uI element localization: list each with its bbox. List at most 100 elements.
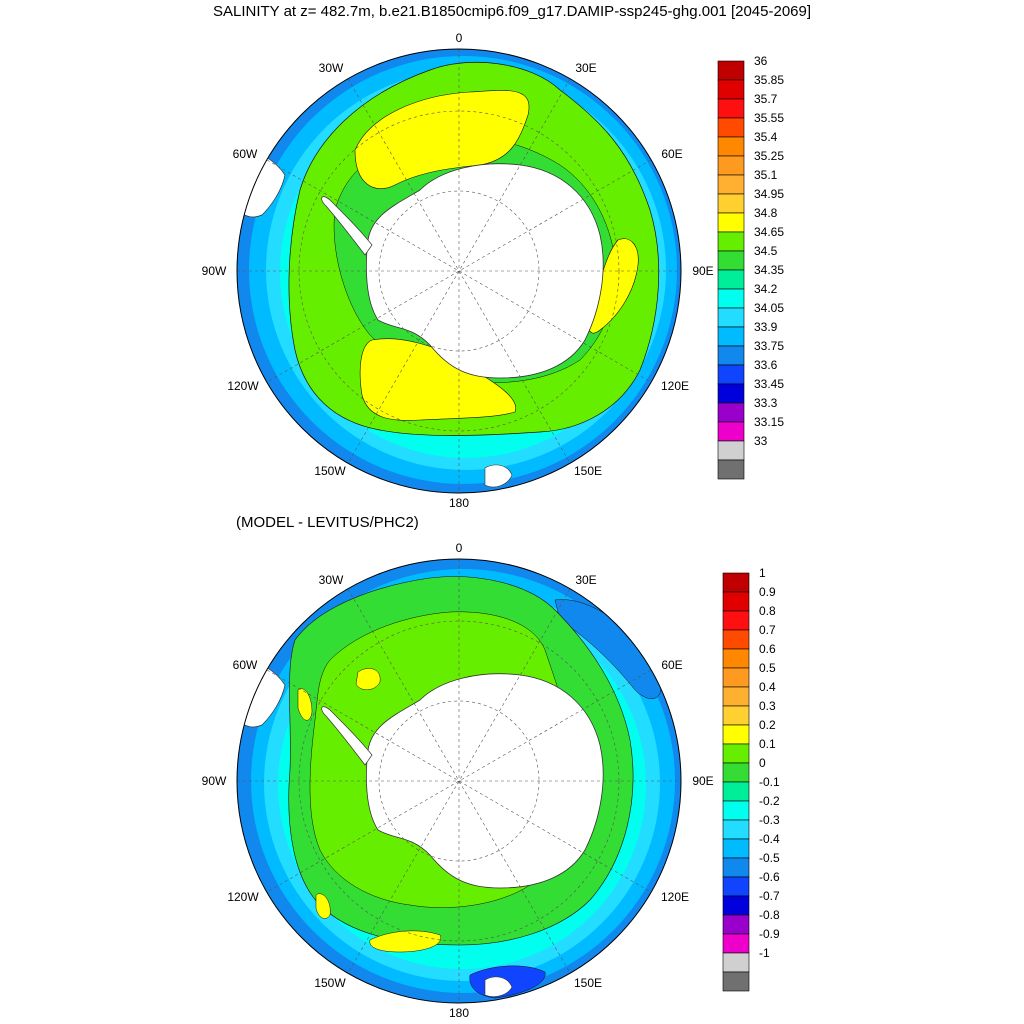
new-zealand-land — [484, 976, 513, 997]
colorbar-tick-label: 34.65 — [754, 225, 784, 239]
colorbar-tick-label: 0.7 — [759, 623, 776, 637]
longitude-labels-bottom: 0 30E 60E 90E 120E 150E 180 150W 120W 90… — [202, 541, 714, 1020]
lon-label: 90W — [202, 264, 227, 278]
colorbar-swatch — [722, 667, 750, 688]
colorbar-swatch — [722, 800, 750, 821]
yellow-region-north — [354, 90, 530, 189]
colorbar-swatch — [717, 117, 745, 138]
colorbar-swatch — [717, 345, 745, 366]
colorbar-swatch — [717, 174, 745, 195]
colorbar-tick-label: -0.7 — [759, 889, 780, 903]
colorbar-tick-label: -1 — [759, 946, 770, 960]
colorbar-tick-label: 0.1 — [759, 737, 776, 751]
lon-label: 120E — [661, 379, 689, 393]
colorbar-swatch — [722, 781, 750, 802]
colorbar-swatch — [722, 914, 750, 935]
colorbar-swatch — [722, 743, 750, 764]
lon-label: 90E — [692, 264, 713, 278]
colorbar-tick-label: 33.15 — [754, 415, 784, 429]
longitude-labels-top: 0 30E 60E 90E 120E 150E 180 150W 120W 90… — [202, 31, 714, 510]
colorbar-swatch — [722, 591, 750, 612]
new-zealand-land — [484, 464, 513, 488]
lon-label: 150W — [314, 976, 346, 990]
colorbar-swatch — [717, 307, 745, 328]
colorbar-tick-label: 0.3 — [759, 699, 776, 713]
colorbar-swatch — [722, 610, 750, 631]
colorbar-tick-label: -0.6 — [759, 870, 780, 884]
colorbar-tick-label: 33.75 — [754, 339, 784, 353]
positive-blob-3 — [315, 893, 331, 919]
colorbar-tick-label: 33.9 — [754, 320, 778, 334]
colorbar-tick-label: -0.9 — [759, 927, 780, 941]
colorbar-tick-label: 0.2 — [759, 718, 776, 732]
colorbar-swatch — [722, 705, 750, 726]
colorbar-swatch — [717, 383, 745, 404]
colorbar-tick-label: 0.6 — [759, 642, 776, 656]
colorbar-tick-label: 0.5 — [759, 661, 776, 675]
colorbar-tick-label: 33.3 — [754, 396, 778, 410]
colorbar-tick-label: 35.1 — [754, 168, 778, 182]
colorbar-swatch — [717, 421, 745, 442]
colorbar-swatch — [717, 269, 745, 290]
colorbar-swatch — [717, 440, 745, 461]
colorbar-swatch — [722, 629, 750, 650]
colorbar-swatch — [717, 60, 745, 81]
positive-blob-1 — [355, 668, 381, 690]
colorbar-swatch — [722, 686, 750, 707]
colorbar-tick-label: 33 — [754, 434, 768, 448]
lon-label: 0 — [456, 31, 463, 45]
figure-title: SALINITY at z= 482.7m, b.e21.B1850cmip6.… — [212, 3, 812, 20]
lon-label: 120W — [227, 890, 259, 904]
colorbar-swatch — [717, 364, 745, 385]
colorbar-tick-label: 0 — [759, 756, 766, 770]
graticule — [237, 559, 681, 1003]
colorbar-swatch — [722, 762, 750, 783]
colorbar-swatch — [717, 155, 745, 176]
colorbar-tick-label: -0.4 — [759, 832, 780, 846]
colorbar-tick-label: 0.9 — [759, 585, 776, 599]
colorbar-tick-label: -0.3 — [759, 813, 780, 827]
colorbar-swatch — [717, 212, 745, 233]
colorbar-tick-label: 35.7 — [754, 92, 778, 106]
colorbar-swatch — [722, 838, 750, 859]
colorbar-tick-label: 34.95 — [754, 187, 784, 201]
colorbar-swatch — [722, 648, 750, 669]
lon-label: 180 — [449, 1006, 469, 1020]
colorbar-tick-label: 35.55 — [754, 111, 784, 125]
colorbar-swatch — [722, 724, 750, 745]
lon-label: 120W — [227, 379, 259, 393]
lon-label: 150W — [314, 464, 346, 478]
colorbar-tick-label: 34.35 — [754, 263, 784, 277]
lon-label: 0 — [456, 541, 463, 555]
colorbar-swatch — [717, 288, 745, 309]
colorbar-swatch — [722, 971, 750, 992]
colorbar-tick-label: -0.8 — [759, 908, 780, 922]
colorbar-swatch — [722, 876, 750, 897]
difference-map: 0 30E 60E 90E 120E 150E 180 150W 120W 90… — [202, 541, 714, 1020]
difference-colorbar: 1 0.9 0.8 0.7 0.6 0.5 0.4 0.3 0.2 0.1 0 -0.1 -0.2 -0.… — [722, 566, 780, 992]
lon-label: 30W — [319, 573, 344, 587]
colorbar-tick-label: 34.2 — [754, 282, 778, 296]
antarctic-peninsula — [321, 706, 373, 766]
colorbar-swatch — [722, 933, 750, 954]
lon-label: 180 — [449, 496, 469, 510]
lon-label: 60E — [661, 658, 682, 672]
colorbar-tick-label: -0.2 — [759, 794, 780, 808]
colorbar-swatch — [717, 98, 745, 119]
colorbar-tick-label: 34.5 — [754, 244, 778, 258]
antarctic-peninsula — [321, 196, 373, 256]
colorbar-swatch — [722, 895, 750, 916]
colorbar-tick-label: 33.45 — [754, 377, 784, 391]
colorbar-swatch — [722, 857, 750, 878]
colorbar-swatch — [717, 79, 745, 100]
colorbar-tick-label: 36 — [754, 54, 768, 68]
lon-label: 30E — [575, 573, 596, 587]
colorbar-swatch — [717, 459, 745, 480]
colorbar-tick-label: 33.6 — [754, 358, 778, 372]
colorbar-tick-label: -0.5 — [759, 851, 780, 865]
colorbar-tick-label: -0.1 — [759, 775, 780, 789]
colorbar-tick-label: 35.25 — [754, 149, 784, 163]
colorbar-tick-label: 0.4 — [759, 680, 776, 694]
lon-label: 60W — [233, 147, 258, 161]
